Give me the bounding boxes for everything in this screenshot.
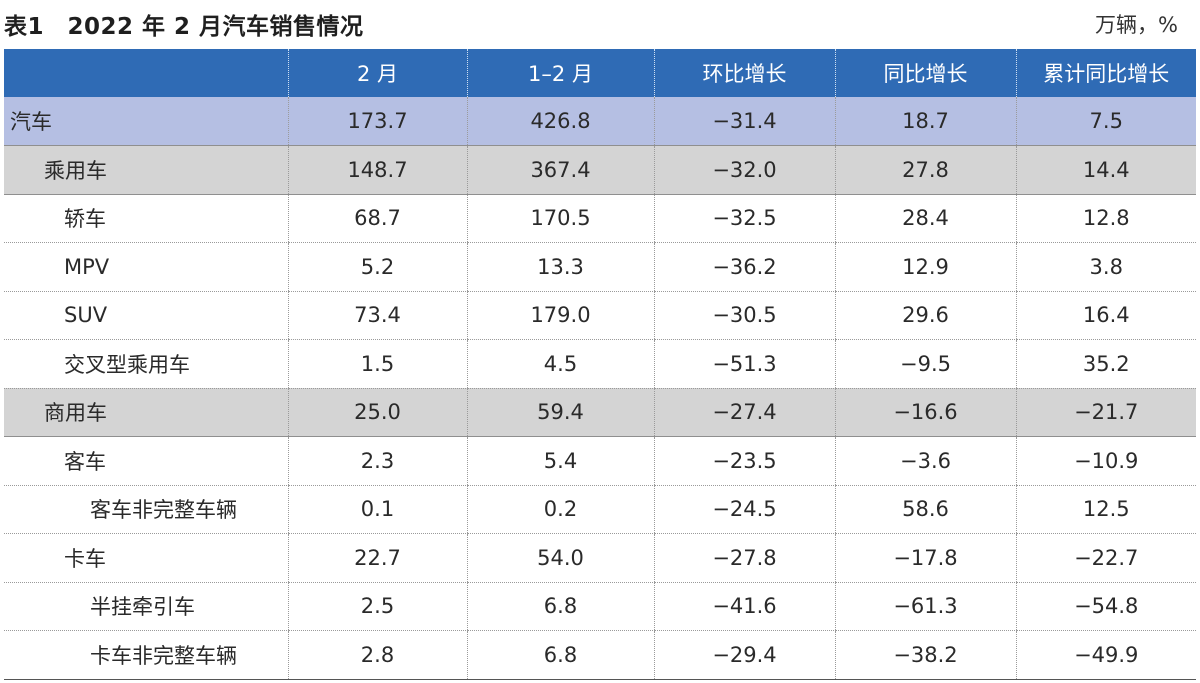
row-label: 商用车	[4, 388, 288, 437]
cell-mom-growth: −30.5	[653, 291, 835, 340]
cell-yoy-growth: 27.8	[834, 145, 1016, 195]
header-cell-february: 2 月	[287, 49, 467, 97]
cell-mom-growth: −23.5	[653, 436, 835, 486]
header-cell-yoy-growth: 同比增长	[834, 49, 1016, 97]
cell-cumulative-yoy-growth: 7.5	[1015, 97, 1196, 146]
table-row: MPV 5.2 13.3 −36.2 12.9 3.8	[4, 242, 1196, 292]
cell-mom-growth: −29.4	[653, 630, 835, 680]
cell-yoy-growth: −3.6	[834, 436, 1016, 486]
table-row: 半挂牵引车 2.5 6.8 −41.6 −61.3 −54.8	[4, 582, 1196, 631]
cell-jan-feb: 4.5	[466, 339, 654, 389]
table-row: 乘用车 148.7 367.4 −32.0 27.8 14.4	[4, 145, 1196, 195]
cell-february: 73.4	[287, 291, 467, 340]
cell-mom-growth: −27.8	[653, 533, 835, 583]
cell-yoy-growth: 58.6	[834, 485, 1016, 534]
cell-jan-feb: 426.8	[466, 97, 654, 146]
cell-cumulative-yoy-growth: −49.9	[1015, 630, 1196, 680]
cell-jan-feb: 6.8	[466, 582, 654, 631]
cell-february: 2.5	[287, 582, 467, 631]
cell-jan-feb: 170.5	[466, 194, 654, 243]
cell-yoy-growth: 18.7	[834, 97, 1016, 146]
table-row: 客车 2.3 5.4 −23.5 −3.6 −10.9	[4, 436, 1196, 486]
header-cell-jan-feb: 1–2 月	[466, 49, 654, 97]
cell-cumulative-yoy-growth: −10.9	[1015, 436, 1196, 486]
header-row: 2 月 1–2 月 环比增长 同比增长 累计同比增长	[4, 49, 1196, 97]
cell-cumulative-yoy-growth: −21.7	[1015, 388, 1196, 437]
unit-label: 万辆，%	[1095, 13, 1178, 37]
row-label: 半挂牵引车	[4, 582, 288, 631]
cell-jan-feb: 13.3	[466, 242, 654, 292]
row-label: 交叉型乘用车	[4, 339, 288, 389]
table-row: 汽车 173.7 426.8 −31.4 18.7 7.5	[4, 97, 1196, 146]
table-body: 汽车 173.7 426.8 −31.4 18.7 7.5 乘用车 148.7 367.4 −32…	[4, 97, 1196, 680]
cell-february: 2.3	[287, 436, 467, 486]
row-label: 客车非完整车辆	[4, 485, 288, 534]
table-row: 轿车 68.7 170.5 −32.5 28.4 12.8	[4, 194, 1196, 243]
cell-february: 0.1	[287, 485, 467, 534]
cell-cumulative-yoy-growth: −54.8	[1015, 582, 1196, 631]
cell-mom-growth: −24.5	[653, 485, 835, 534]
cell-jan-feb: 0.2	[466, 485, 654, 534]
sales-table: 2 月 1–2 月 环比增长 同比增长 累计同比增长 汽车 173.7 426.8−…	[4, 49, 1196, 680]
cell-mom-growth: −27.4	[653, 388, 835, 437]
table-title: 表1 2022 年 2 月汽车销售情况	[4, 14, 364, 40]
row-label: 汽车	[4, 97, 288, 146]
cell-mom-growth: −32.0	[653, 145, 835, 195]
cell-yoy-growth: 29.6	[834, 291, 1016, 340]
row-label: 客车	[4, 436, 288, 486]
table-row: 卡车非完整车辆 2.8 6.8 −29.4 −38.2 −49.9	[4, 630, 1196, 680]
table-row: 客车非完整车辆 0.1 0.2 −24.5 58.6 12.5	[4, 485, 1196, 534]
cell-mom-growth: −41.6	[653, 582, 835, 631]
cell-february: 25.0	[287, 388, 467, 437]
cell-yoy-growth: −16.6	[834, 388, 1016, 437]
cell-february: 173.7	[287, 97, 467, 146]
cell-february: 1.5	[287, 339, 467, 389]
row-label: 轿车	[4, 194, 288, 243]
cell-cumulative-yoy-growth: 35.2	[1015, 339, 1196, 389]
cell-mom-growth: −31.4	[653, 97, 835, 146]
row-label: SUV	[4, 291, 288, 340]
cell-february: 5.2	[287, 242, 467, 292]
cell-yoy-growth: 28.4	[834, 194, 1016, 243]
cell-february: 2.8	[287, 630, 467, 680]
table-row: 交叉型乘用车 1.5 4.5 −51.3 −9.5 35.2	[4, 339, 1196, 389]
cell-cumulative-yoy-growth: 12.5	[1015, 485, 1196, 534]
row-label: 乘用车	[4, 145, 288, 195]
cell-cumulative-yoy-growth: 3.8	[1015, 242, 1196, 292]
table-head: 2 月 1–2 月 环比增长 同比增长 累计同比增长	[4, 49, 1196, 97]
cell-cumulative-yoy-growth: 14.4	[1015, 145, 1196, 195]
cell-yoy-growth: 12.9	[834, 242, 1016, 292]
cell-jan-feb: 367.4	[466, 145, 654, 195]
table-row: SUV 73.4 179.0 −30.5 29.6 16.4	[4, 291, 1196, 340]
cell-cumulative-yoy-growth: 12.8	[1015, 194, 1196, 243]
cell-yoy-growth: −61.3	[834, 582, 1016, 631]
cell-jan-feb: 179.0	[466, 291, 654, 340]
cell-yoy-growth: −17.8	[834, 533, 1016, 583]
table-row: 商用车 25.0 59.4 −27.4 −16.6 −21.7	[4, 388, 1196, 437]
cell-jan-feb: 5.4	[466, 436, 654, 486]
cell-february: 22.7	[287, 533, 467, 583]
cell-jan-feb: 59.4	[466, 388, 654, 437]
header-cell-category	[4, 49, 288, 97]
row-label: MPV	[4, 242, 288, 292]
table-header-bar: 表1 2022 年 2 月汽车销售情况 万辆，%	[0, 0, 1200, 48]
row-label: 卡车	[4, 533, 288, 583]
cell-yoy-growth: −38.2	[834, 630, 1016, 680]
table-row: 卡车 22.7 54.0 −27.8 −17.8 −22.7	[4, 533, 1196, 583]
header-cell-mom-growth: 环比增长	[653, 49, 835, 97]
cell-cumulative-yoy-growth: −22.7	[1015, 533, 1196, 583]
cell-mom-growth: −51.3	[653, 339, 835, 389]
cell-cumulative-yoy-growth: 16.4	[1015, 291, 1196, 340]
cell-jan-feb: 54.0	[466, 533, 654, 583]
cell-mom-growth: −32.5	[653, 194, 835, 243]
cell-february: 148.7	[287, 145, 467, 195]
cell-yoy-growth: −9.5	[834, 339, 1016, 389]
cell-jan-feb: 6.8	[466, 630, 654, 680]
cell-february: 68.7	[287, 194, 467, 243]
cell-mom-growth: −36.2	[653, 242, 835, 292]
header-cell-cumulative-yoy-growth: 累计同比增长	[1015, 49, 1196, 97]
row-label: 卡车非完整车辆	[4, 630, 288, 680]
